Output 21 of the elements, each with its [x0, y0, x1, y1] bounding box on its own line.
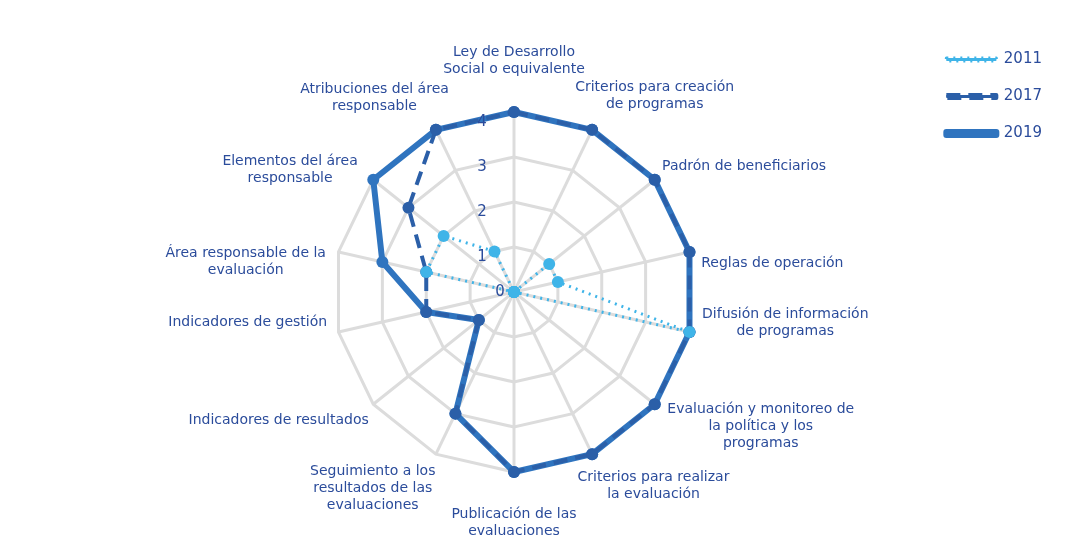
spoke-label: Indicadores de gestión	[168, 312, 328, 329]
legend-label: 2017	[1003, 86, 1043, 105]
spoke-label: Difusión de información de programas	[702, 304, 869, 338]
spoke-label: Evaluación y monitoreo de la política y los programas	[667, 400, 855, 451]
spoke-label: Área responsable de la evaluación	[165, 243, 326, 277]
spoke-label: Reglas de operación	[701, 253, 844, 270]
spoke-label: Padrón de beneficiarios	[662, 157, 827, 174]
y-tick-label: 2	[477, 201, 487, 220]
spoke-label: Criterios para creación de programas	[575, 78, 735, 112]
spoke-label: Publicación de las evaluaciones	[451, 505, 577, 539]
spoke-label: Criterios para realizar la evaluación	[577, 468, 730, 502]
spoke-label: Seguimiento a los resultados de las evaluaciones	[310, 462, 436, 513]
spoke-label: Indicadores de resultados	[188, 410, 369, 427]
legend-label: 2019	[1003, 123, 1043, 142]
y-tick-label: 1	[477, 246, 487, 265]
y-tick-label: 0	[495, 281, 505, 300]
y-tick-label: 3	[477, 156, 487, 175]
spoke-label: Elementos del área responsable	[222, 152, 358, 186]
spoke-label: Ley de Desarrollo Social o equivalente	[443, 43, 585, 77]
spoke-label: Atribuciones del área responsable	[300, 80, 449, 114]
legend-label: 2011	[1003, 49, 1043, 68]
